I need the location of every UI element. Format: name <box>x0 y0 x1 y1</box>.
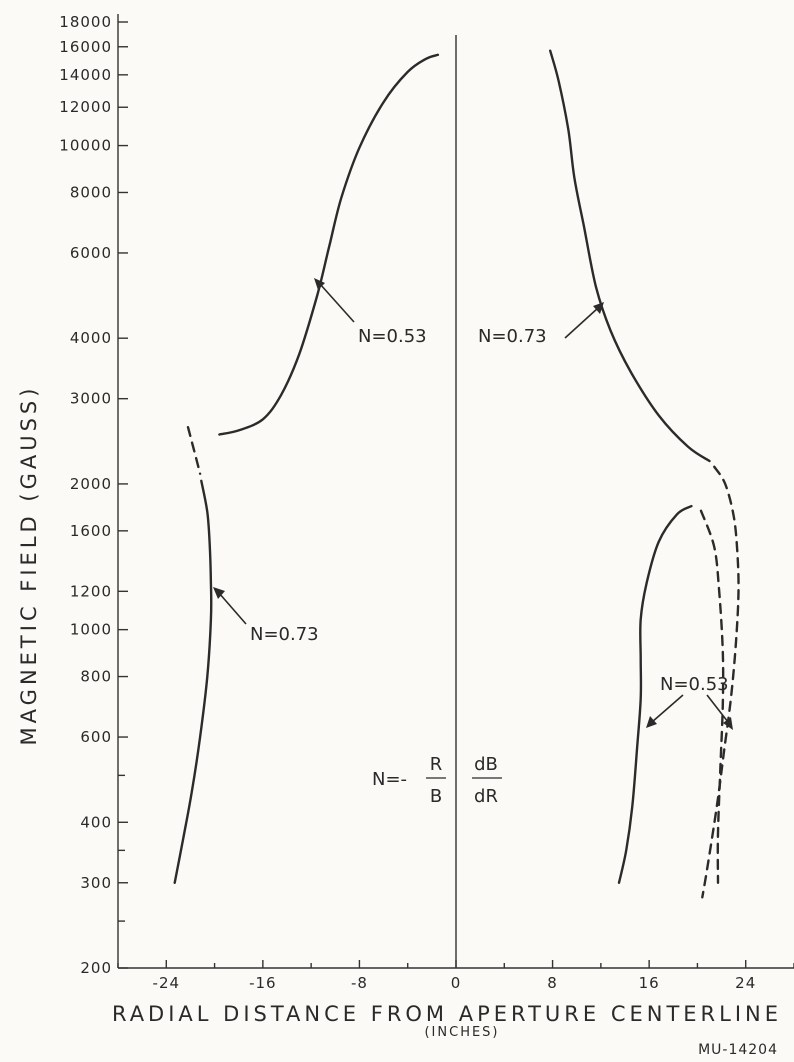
annotation-arrow <box>319 283 355 323</box>
y-tick-label: 1000 <box>70 621 112 639</box>
annotations-layer: N=0.53 N=0.73 N=0.73 N=0.53 <box>213 278 733 730</box>
formula-numerator-r: R <box>430 754 443 775</box>
formula-lhs: N=- <box>372 769 407 790</box>
curve-solid <box>218 53 440 436</box>
curves-layer <box>173 49 740 899</box>
annotation-arrow <box>651 694 684 723</box>
y-tick-label: 3000 <box>70 390 112 408</box>
x-tick-label: -24 <box>153 974 181 992</box>
x-axis-title: RADIAL DISTANCE FROM APERTURE CENTERLINE <box>112 1002 782 1026</box>
y-tick-label: 8000 <box>70 183 112 201</box>
formula-denominator-dr: dR <box>474 786 498 807</box>
y-axis-title: MAGNETIC FIELD (GAUSS) <box>17 385 41 746</box>
y-tick-label: 18000 <box>59 13 112 31</box>
x-tick-label: 8 <box>547 974 558 992</box>
curve-solid <box>549 49 711 463</box>
y-tick-label: 16000 <box>59 38 112 56</box>
y-tick-label: 300 <box>80 874 112 892</box>
curve-dashed <box>701 465 740 899</box>
curve-solid <box>617 504 693 884</box>
x-tick-label: -8 <box>351 974 368 992</box>
x-tick-label: 16 <box>639 974 660 992</box>
annotation-arrowhead <box>314 278 325 290</box>
annotation-arrow <box>564 307 599 339</box>
y-tick-label: 2000 <box>70 475 112 493</box>
y-tick-label: 14000 <box>59 66 112 84</box>
x-tick-label: 0 <box>451 974 462 992</box>
curve-solid <box>173 479 213 884</box>
y-tick-label: 4000 <box>70 329 112 347</box>
annotation-label: N=0.53 <box>660 674 729 695</box>
y-ticks-layer: 200 300 400 600 800 1000 1200 1600 2000 3000 4000 6… <box>59 13 128 977</box>
y-tick-label: 1200 <box>70 582 112 600</box>
annotation-arrow <box>218 592 247 625</box>
x-axis-unit: (INCHES) <box>424 1025 499 1040</box>
y-tick-label: 12000 <box>59 98 112 116</box>
y-tick-label: 600 <box>80 728 112 746</box>
axes-layer <box>117 14 794 969</box>
annotation-arrow <box>706 694 729 723</box>
y-tick-label: 6000 <box>70 244 112 262</box>
x-tick-label: 24 <box>735 974 756 992</box>
formula: N=- R B dB dR <box>372 754 502 807</box>
y-tick-label: 400 <box>80 813 112 831</box>
x-ticks-layer: -24 -16 -8 0 8 16 24 <box>117 960 794 992</box>
annotation-arrowhead <box>646 716 657 728</box>
annotation-arrowhead <box>593 302 604 314</box>
y-tick-label: 800 <box>80 668 112 686</box>
annotation-label: N=0.53 <box>358 326 427 347</box>
figure-id: MU-14204 <box>698 1042 778 1058</box>
formula-numerator-db: dB <box>474 754 498 775</box>
curve-dashed <box>699 509 725 884</box>
annotation-arrowhead <box>213 587 225 599</box>
x-tick-label: -16 <box>249 974 277 992</box>
curve-dashed <box>186 426 202 475</box>
annotation-label: N=0.73 <box>250 624 319 645</box>
y-tick-label: 10000 <box>59 137 112 155</box>
formula-denominator-b: B <box>430 786 442 807</box>
annotation-label: N=0.73 <box>478 326 547 347</box>
annotation-arrowhead <box>723 717 733 730</box>
y-tick-label: 1600 <box>70 522 112 540</box>
y-tick-label: 200 <box>80 959 112 977</box>
